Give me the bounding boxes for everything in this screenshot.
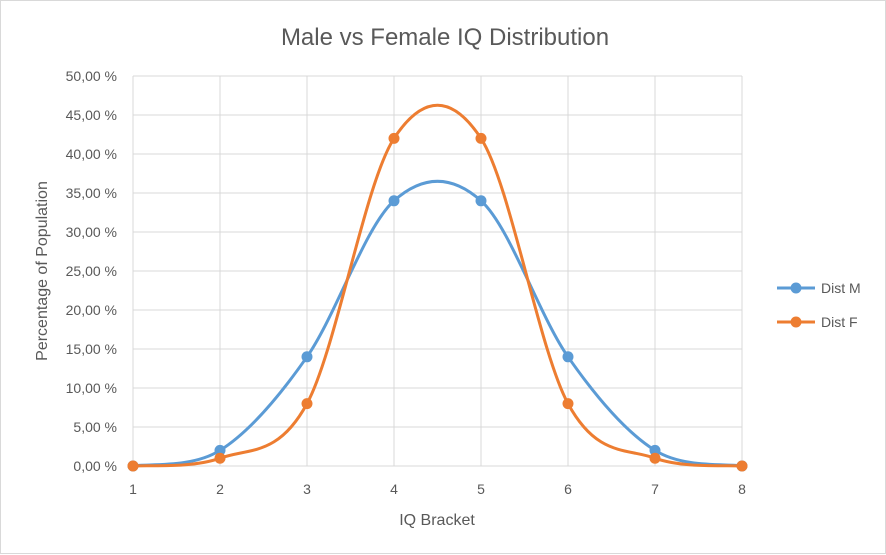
- data-point-dist-f: [475, 132, 487, 144]
- y-tick-label: 5,00 %: [73, 419, 117, 435]
- y-tick-label: 45,00 %: [66, 107, 117, 123]
- legend-marker-dist-m: [790, 282, 802, 294]
- chart-title: Male vs Female IQ Distribution: [281, 24, 609, 51]
- x-axis-title: IQ Bracket: [399, 512, 475, 529]
- x-tick-label: 6: [564, 481, 572, 497]
- y-tick-label: 10,00 %: [66, 380, 117, 396]
- data-point-dist-f: [127, 460, 139, 472]
- data-point-dist-f: [214, 452, 226, 464]
- y-tick-label: 40,00 %: [66, 146, 117, 162]
- x-tick-label: 4: [390, 481, 398, 497]
- x-tick-label: 3: [303, 481, 311, 497]
- data-point-dist-m: [475, 195, 487, 207]
- data-point-dist-m: [301, 351, 313, 363]
- data-point-dist-f: [562, 398, 574, 410]
- y-tick-label: 0,00 %: [73, 458, 117, 474]
- series-line-dist-m: [132, 179, 743, 468]
- x-tick-label: 2: [216, 481, 224, 497]
- x-tick-label: 7: [651, 481, 659, 497]
- y-tick-label: 25,00 %: [66, 263, 117, 279]
- y-tick-label: 30,00 %: [66, 224, 117, 240]
- legend-label-dist-f: Dist F: [821, 314, 858, 330]
- series-line-dist-f: [132, 103, 743, 468]
- data-point-dist-m: [649, 444, 661, 456]
- y-tick-label: 20,00 %: [66, 302, 117, 318]
- x-tick-label: 5: [477, 481, 485, 497]
- x-tick-label: 1: [129, 481, 137, 497]
- y-tick-labels: 0,00 % 5,00 % 10,00 % 15,00 % 20,00 % 25,00 %…: [66, 68, 117, 474]
- series-lines: [127, 103, 748, 472]
- y-tick-label: 35,00 %: [66, 185, 117, 201]
- data-point-dist-m: [214, 444, 226, 456]
- legend: Dist M Dist F: [777, 280, 861, 330]
- x-tick-label: 8: [738, 481, 746, 497]
- data-point-dist-m: [388, 195, 400, 207]
- data-point-dist-f: [388, 132, 400, 144]
- data-point-dist-f: [301, 398, 313, 410]
- data-point-dist-f: [649, 452, 661, 464]
- legend-marker-dist-f: [790, 316, 802, 328]
- data-point-dist-m: [562, 351, 574, 363]
- y-axis-title: Percentage of Population: [34, 181, 51, 361]
- y-tick-label: 50,00 %: [66, 68, 117, 84]
- gridlines: [132, 75, 743, 467]
- y-tick-label: 15,00 %: [66, 341, 117, 357]
- x-tick-labels: 1 2 3 4 5 6 7 8: [129, 481, 746, 497]
- legend-label-dist-m: Dist M: [821, 280, 861, 296]
- data-point-dist-f: [736, 460, 748, 472]
